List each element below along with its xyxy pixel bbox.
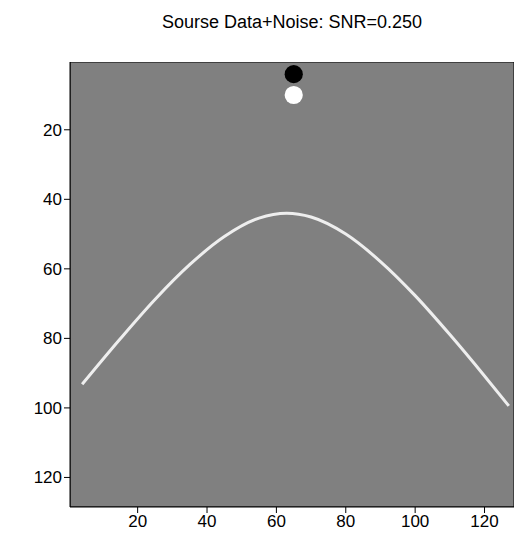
svg-text:60: 60	[267, 512, 286, 531]
svg-text:60: 60	[43, 260, 62, 279]
svg-text:20: 20	[128, 512, 147, 531]
svg-text:80: 80	[336, 512, 355, 531]
html-text:Sourse Data+Noise: SNR=0.250: Sourse Data+Noise: SNR=0.250	[161, 12, 423, 32]
svg-text:40: 40	[43, 190, 62, 209]
svg-text:100: 100	[401, 512, 429, 531]
svg-text:120: 120	[34, 468, 62, 487]
svg-text:120: 120	[470, 512, 498, 531]
svg-text:80: 80	[43, 329, 62, 348]
svg-text:20: 20	[43, 121, 62, 140]
svg-text:100: 100	[34, 399, 62, 418]
svg-text:40: 40	[198, 512, 217, 531]
